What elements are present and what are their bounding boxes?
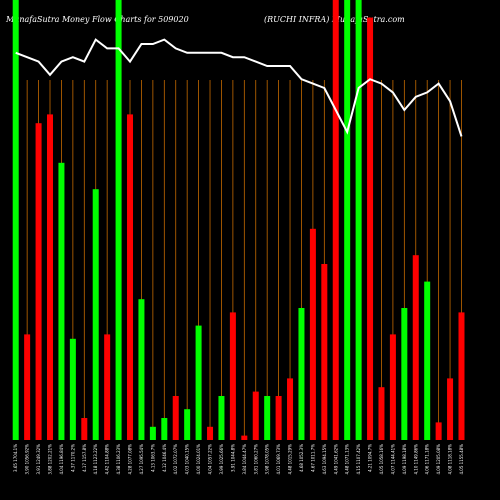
x-tick-label: 4.27 1095.54% [139,444,144,475]
x-tick-labels: 3.65 1704.1% 3.90 1056.92% 3.91 1249.32% 3.… [13,444,464,475]
x-tick-label: 4.17 1157.8% [82,444,87,472]
x-tick-label: 4.08 1118.18% [448,444,453,475]
bar [47,114,53,441]
money-flow-line [15,38,463,137]
x-tick-label: 3.81 1060.27% [253,444,258,475]
x-tick-label: 4.04 1057.22% [208,444,213,475]
bar [12,0,19,440]
x-tick-label: 3.84 1044.47% [242,444,247,475]
x-tick-label: 4.12 1046.4% [162,444,167,472]
bar [287,378,294,440]
bar [424,281,431,440]
x-tick-label: 3.90 1056.92% [25,444,30,475]
bar [138,299,145,440]
bar [35,123,42,440]
bar [275,396,282,440]
bar [321,264,328,440]
x-tick-label: 4.48 1071.13% [345,444,350,475]
x-tick-label: 4.01 1069.73% [276,444,281,475]
bar [309,228,316,440]
bar [435,422,442,440]
bar [207,426,214,440]
bar [252,391,259,440]
bar [24,334,31,440]
bar [401,308,408,440]
bar [332,0,339,440]
x-tick-label: 4.06 1171.18% [425,444,430,475]
bar [81,418,88,440]
x-tick-label: 4.63 1094.15% [322,444,327,475]
x-tick-label: 3.88 1202.21% [48,444,53,475]
bar [355,0,362,440]
bar [104,334,111,440]
x-tick-label: 4.05 1058.16% [379,444,384,475]
x-tick-label: 4.49 1041.62% [333,444,338,475]
x-tick-label: 4.07 1144.41% [390,444,395,475]
bar [161,418,168,440]
bar [149,426,156,440]
x-tick-label: 4.15 1107.42% [356,444,361,475]
x-tick-label: 4.13 1063.7% [150,444,155,472]
x-tick-label: 4.09 1198.18% [402,444,407,475]
bar [127,114,134,441]
x-tick-label: 4.21 1094.7% [368,444,373,472]
money-flow-line-group [15,38,463,137]
x-tick-label: 4.48 1015.29% [288,444,293,475]
bar [264,396,271,440]
x-tick-label: 3.91 1249.32% [36,444,41,475]
x-tick-label: 4.28 1077.08% [128,444,133,475]
bar [184,409,191,440]
x-tick-label: 4.37 1170.2% [70,444,75,472]
x-tick-label: 4.42 1104.88% [105,444,110,475]
chart-title: MunafaSutra Money Flow Charts for 509020 [5,15,189,24]
bar [218,396,225,440]
x-tick-label: 4.68 1052.3% [299,444,304,472]
bar [115,0,122,440]
bar [367,17,374,440]
x-tick-label: 4.09 1205.08% [436,444,441,475]
x-tick-label: 3.65 1704.1% [13,444,18,472]
bar [458,312,465,440]
x-tick-label: 3.91 1044.8% [230,444,235,472]
bar [344,0,351,440]
x-tick-label: 4.67 1011.7% [310,444,315,472]
x-tick-label: 4.05 1155.48% [459,444,464,475]
bar [69,338,76,440]
bar [447,378,454,440]
x-tick-label: 4.03 1040.15% [185,444,190,475]
bar [229,312,236,440]
x-tick-label: 4.38 1106.23% [116,444,121,475]
x-tick-label: 4.04 1196.84% [59,444,64,475]
bar [298,308,305,440]
bar [389,334,396,440]
x-tick-label: 4.02 1072.07% [173,444,178,475]
x-tick-label: 4.00 1024.01% [196,444,201,475]
bars [12,0,465,441]
bar [241,435,248,440]
x-tick-label: 4.18 1123.22% [93,444,98,475]
bar [58,162,65,441]
x-tick-label: 3.98 1078.05% [265,444,270,475]
bar [92,189,99,440]
bar [195,325,202,440]
x-tick-label: 3.99 1025.66% [219,444,224,475]
bar [172,396,179,440]
x-tick-label: 4.10 1149.86% [413,444,418,475]
bar [412,255,419,440]
bar [378,387,385,440]
